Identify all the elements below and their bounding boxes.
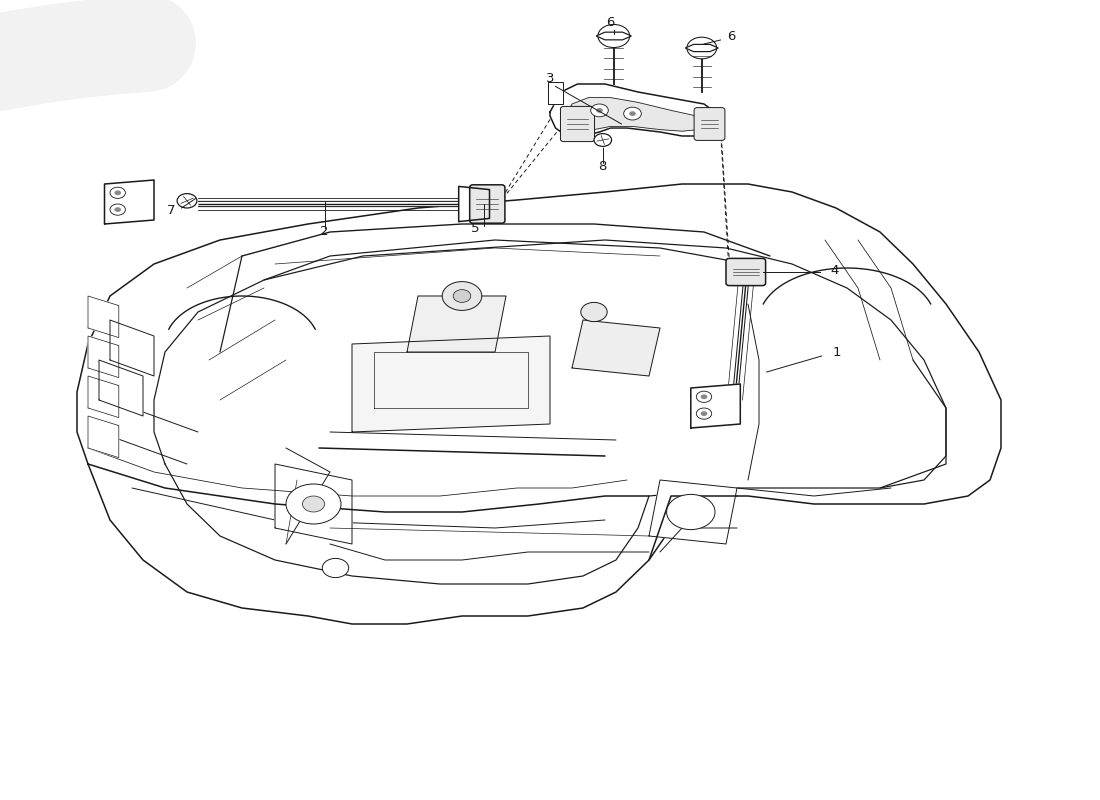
Polygon shape [88, 376, 119, 418]
Circle shape [110, 204, 125, 215]
Circle shape [696, 391, 712, 402]
Polygon shape [572, 320, 660, 376]
Circle shape [624, 107, 641, 120]
Circle shape [114, 207, 121, 212]
Polygon shape [649, 480, 737, 544]
Circle shape [286, 484, 341, 524]
Text: europes: europes [131, 252, 529, 452]
Circle shape [442, 282, 482, 310]
Polygon shape [110, 320, 154, 376]
Circle shape [596, 108, 603, 113]
Circle shape [110, 187, 125, 198]
Circle shape [453, 290, 471, 302]
Text: 8: 8 [598, 160, 607, 174]
Text: 4: 4 [830, 264, 839, 278]
Polygon shape [275, 464, 352, 544]
FancyBboxPatch shape [561, 106, 595, 142]
Circle shape [701, 394, 707, 399]
Polygon shape [459, 186, 490, 222]
Circle shape [701, 411, 707, 416]
Circle shape [667, 494, 715, 530]
Text: a porsche
parts since 1985: a porsche parts since 1985 [236, 366, 556, 530]
Circle shape [598, 25, 629, 47]
Circle shape [302, 496, 324, 512]
Circle shape [594, 134, 612, 146]
Text: 5: 5 [471, 222, 480, 235]
Polygon shape [99, 360, 143, 416]
Polygon shape [77, 184, 1001, 624]
Circle shape [581, 302, 607, 322]
Circle shape [686, 37, 717, 58]
Text: 6: 6 [727, 30, 736, 43]
Polygon shape [104, 180, 154, 224]
Text: 1: 1 [833, 346, 842, 359]
Polygon shape [550, 84, 720, 136]
Polygon shape [548, 82, 563, 104]
Polygon shape [88, 336, 119, 378]
Circle shape [114, 190, 121, 195]
Polygon shape [596, 32, 631, 40]
Text: 7: 7 [167, 204, 176, 217]
Polygon shape [566, 98, 702, 131]
Circle shape [629, 111, 636, 116]
FancyBboxPatch shape [726, 258, 766, 286]
Text: 3: 3 [546, 72, 554, 85]
Text: 6: 6 [606, 15, 615, 29]
Polygon shape [691, 384, 740, 428]
Polygon shape [352, 336, 550, 432]
Circle shape [177, 194, 197, 208]
Circle shape [322, 558, 349, 578]
Polygon shape [88, 416, 119, 458]
FancyBboxPatch shape [694, 107, 725, 141]
FancyBboxPatch shape [470, 185, 505, 223]
Polygon shape [685, 44, 718, 51]
Polygon shape [88, 296, 119, 338]
Text: 2: 2 [320, 226, 329, 238]
Polygon shape [407, 296, 506, 352]
Circle shape [591, 104, 608, 117]
Circle shape [696, 408, 712, 419]
